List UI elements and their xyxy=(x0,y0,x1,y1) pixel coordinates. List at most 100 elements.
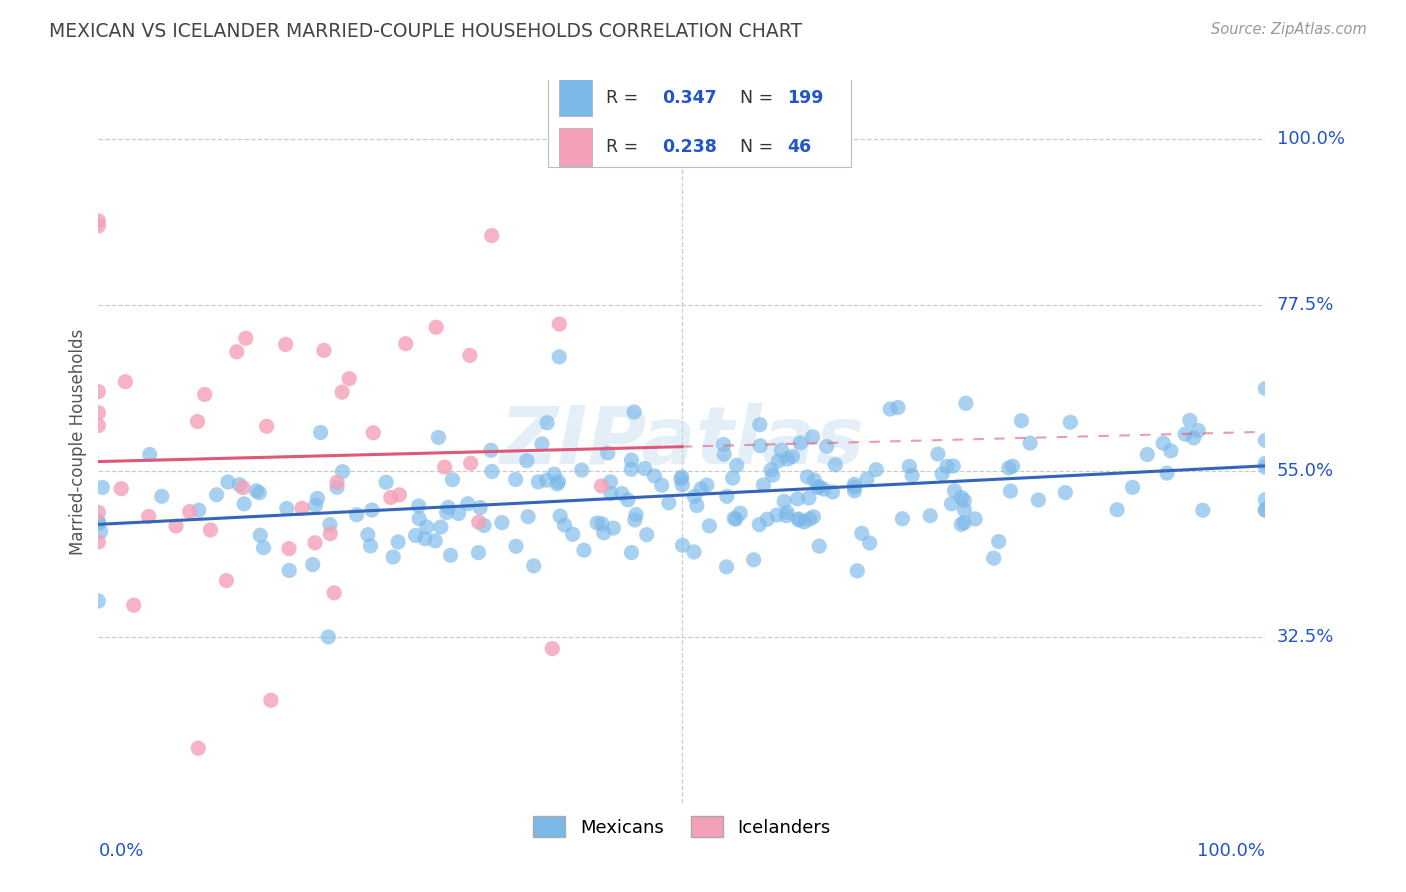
Point xyxy=(274,337,297,351)
Point xyxy=(380,491,402,505)
Point xyxy=(936,459,959,474)
Point xyxy=(437,500,460,515)
Point xyxy=(546,476,568,491)
Point xyxy=(789,436,811,450)
Point xyxy=(596,446,619,460)
Point xyxy=(782,450,804,464)
Point xyxy=(332,465,354,479)
Point xyxy=(941,497,963,511)
Point xyxy=(548,509,571,524)
Point xyxy=(696,478,718,492)
Point xyxy=(965,512,987,526)
Point xyxy=(225,344,247,359)
Point xyxy=(375,475,398,490)
Point xyxy=(516,454,538,468)
Point xyxy=(770,443,793,458)
Point xyxy=(416,520,439,534)
Point xyxy=(505,473,527,487)
Point xyxy=(530,437,553,451)
Point xyxy=(472,518,495,533)
Text: R =: R = xyxy=(606,138,644,156)
Point xyxy=(658,496,681,510)
Point xyxy=(865,462,887,476)
Point xyxy=(114,375,136,389)
Text: 0.238: 0.238 xyxy=(662,138,717,156)
Point xyxy=(776,506,799,520)
Point xyxy=(122,598,145,612)
Point xyxy=(536,416,558,430)
Point xyxy=(748,517,770,532)
Point xyxy=(527,475,550,489)
Point xyxy=(898,459,921,474)
FancyBboxPatch shape xyxy=(560,78,592,116)
Point xyxy=(844,480,866,494)
Point xyxy=(602,521,624,535)
Point xyxy=(799,512,821,526)
Point xyxy=(186,415,208,429)
Point xyxy=(326,480,349,494)
Point xyxy=(441,473,464,487)
Point xyxy=(942,458,965,473)
Point xyxy=(776,452,799,467)
Point xyxy=(1152,436,1174,450)
Point xyxy=(276,501,298,516)
Point xyxy=(775,508,797,523)
Point xyxy=(215,574,238,588)
Point xyxy=(801,430,824,444)
Point xyxy=(768,454,790,468)
Point xyxy=(547,475,569,489)
Text: 199: 199 xyxy=(787,88,824,106)
Point xyxy=(762,468,785,483)
Text: Source: ZipAtlas.com: Source: ZipAtlas.com xyxy=(1211,22,1367,37)
Point xyxy=(671,538,693,552)
Point xyxy=(716,489,738,503)
FancyBboxPatch shape xyxy=(548,55,851,167)
Point xyxy=(813,482,835,496)
Point xyxy=(554,518,576,533)
Point xyxy=(309,425,332,440)
Point xyxy=(786,491,808,506)
Point xyxy=(1010,414,1032,428)
Point xyxy=(728,506,751,520)
Point xyxy=(793,515,815,529)
Point xyxy=(748,417,770,432)
Point xyxy=(1122,480,1144,494)
Point xyxy=(599,475,621,489)
Point xyxy=(260,693,283,707)
Point xyxy=(361,425,384,440)
Point xyxy=(807,481,830,495)
Point xyxy=(278,564,301,578)
Point xyxy=(723,511,745,525)
Point xyxy=(205,488,228,502)
Point xyxy=(686,499,709,513)
Point xyxy=(245,483,267,498)
Point xyxy=(87,505,110,519)
Point xyxy=(91,480,114,494)
Point xyxy=(457,497,479,511)
Point xyxy=(323,586,346,600)
Text: N =: N = xyxy=(741,138,779,156)
Point xyxy=(1182,431,1205,445)
Point xyxy=(671,478,693,492)
Point xyxy=(165,519,187,533)
Point xyxy=(803,473,825,487)
Point xyxy=(821,485,844,500)
Point xyxy=(713,447,735,461)
Point xyxy=(610,486,633,500)
Point xyxy=(430,520,453,534)
Point xyxy=(1001,459,1024,474)
Text: 77.5%: 77.5% xyxy=(1277,296,1334,314)
Point xyxy=(1019,436,1042,450)
Point xyxy=(1192,503,1215,517)
Point xyxy=(291,501,314,516)
Point xyxy=(1160,443,1182,458)
Point xyxy=(1254,492,1277,507)
Point xyxy=(950,517,973,532)
Point xyxy=(346,508,368,522)
FancyBboxPatch shape xyxy=(560,128,592,166)
Point xyxy=(953,493,976,508)
Point xyxy=(773,494,796,508)
Point xyxy=(357,527,380,541)
Point xyxy=(859,536,882,550)
Point xyxy=(920,508,942,523)
